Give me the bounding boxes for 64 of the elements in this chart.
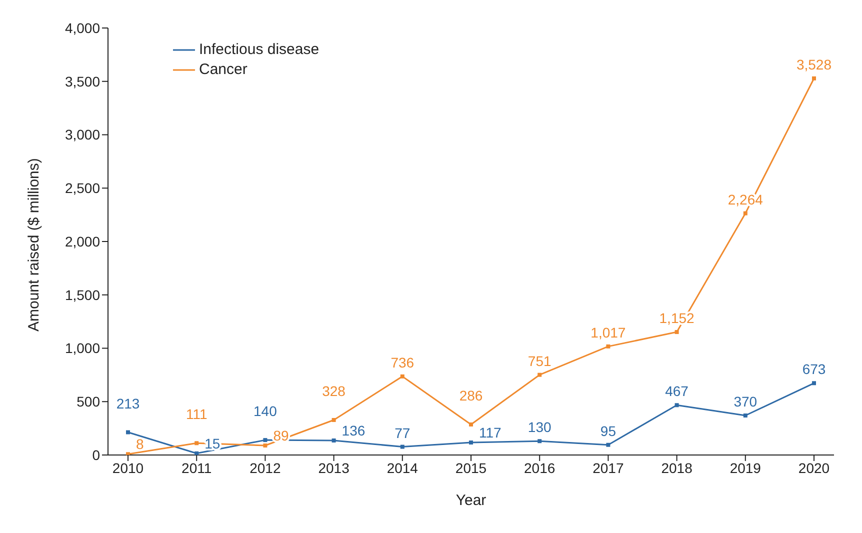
- point: [126, 430, 130, 434]
- data-label: 95: [600, 422, 616, 439]
- data-label: 1,017: [590, 324, 626, 340]
- y-tick-label: 2,500: [64, 180, 100, 196]
- point: [812, 76, 816, 80]
- data-label: 328: [322, 382, 346, 399]
- point: [263, 444, 268, 448]
- data-label: 736: [390, 354, 414, 370]
- data-label: 213: [116, 395, 140, 412]
- y-axis-title: Amount raised ($ millions): [25, 158, 42, 332]
- data-label: 77: [394, 424, 410, 441]
- data-label: 140: [254, 403, 278, 420]
- point: [400, 374, 404, 378]
- point: [743, 414, 748, 418]
- y-tick-label: 2,000: [64, 233, 100, 250]
- data-label: 136: [342, 422, 366, 438]
- point: [332, 438, 336, 442]
- x-tick-label: 2020: [798, 460, 830, 476]
- y-tick-label: 3,000: [64, 126, 100, 143]
- point: [469, 440, 473, 445]
- point: [263, 438, 268, 442]
- data-label: 8: [136, 436, 144, 452]
- point: [538, 372, 542, 377]
- data-label: 751: [528, 352, 552, 369]
- y-tick-label: 4,000: [64, 20, 100, 36]
- y-tick-label: 3,500: [64, 73, 100, 90]
- point: [743, 211, 748, 216]
- x-tick-label: 2016: [524, 460, 556, 476]
- y-tick-label: 1,000: [64, 340, 100, 356]
- y-tick-label: 500: [76, 394, 100, 410]
- x-axis-title: Year: [456, 492, 486, 509]
- point: [332, 418, 336, 422]
- data-label: 673: [802, 361, 826, 378]
- point: [469, 422, 473, 426]
- y-tick-label: 1,500: [64, 286, 100, 303]
- y-tick-label: 0: [92, 446, 100, 463]
- x-tick-label: 2012: [250, 460, 281, 476]
- point: [194, 451, 199, 455]
- data-label: 117: [479, 424, 502, 441]
- x-tick-label: 2013: [318, 460, 350, 476]
- x-tick-label: 2018: [661, 460, 693, 476]
- point: [812, 381, 816, 386]
- point: [194, 441, 199, 446]
- x-tick-label: 2014: [386, 460, 418, 476]
- x-tick-label: 2011: [182, 460, 212, 476]
- data-label: 370: [734, 394, 758, 410]
- point: [674, 403, 679, 408]
- data-label: 467: [665, 383, 689, 400]
- point: [606, 442, 610, 447]
- point: [400, 444, 404, 449]
- x-tick-label: 2017: [592, 460, 624, 476]
- legend-label: Infectious disease: [199, 40, 320, 60]
- data-label: 130: [528, 419, 552, 436]
- point: [126, 452, 130, 455]
- x-tick-label: 2015: [455, 460, 487, 476]
- data-label: 111: [186, 406, 208, 422]
- point: [674, 330, 679, 334]
- legend-label: Cancer: [199, 60, 248, 80]
- x-tick-label: 2010: [112, 460, 144, 476]
- data-label: 286: [459, 387, 483, 404]
- point: [606, 344, 610, 348]
- data-label: 3,528: [796, 56, 832, 72]
- point: [538, 439, 542, 444]
- x-tick-label: 2019: [730, 460, 762, 476]
